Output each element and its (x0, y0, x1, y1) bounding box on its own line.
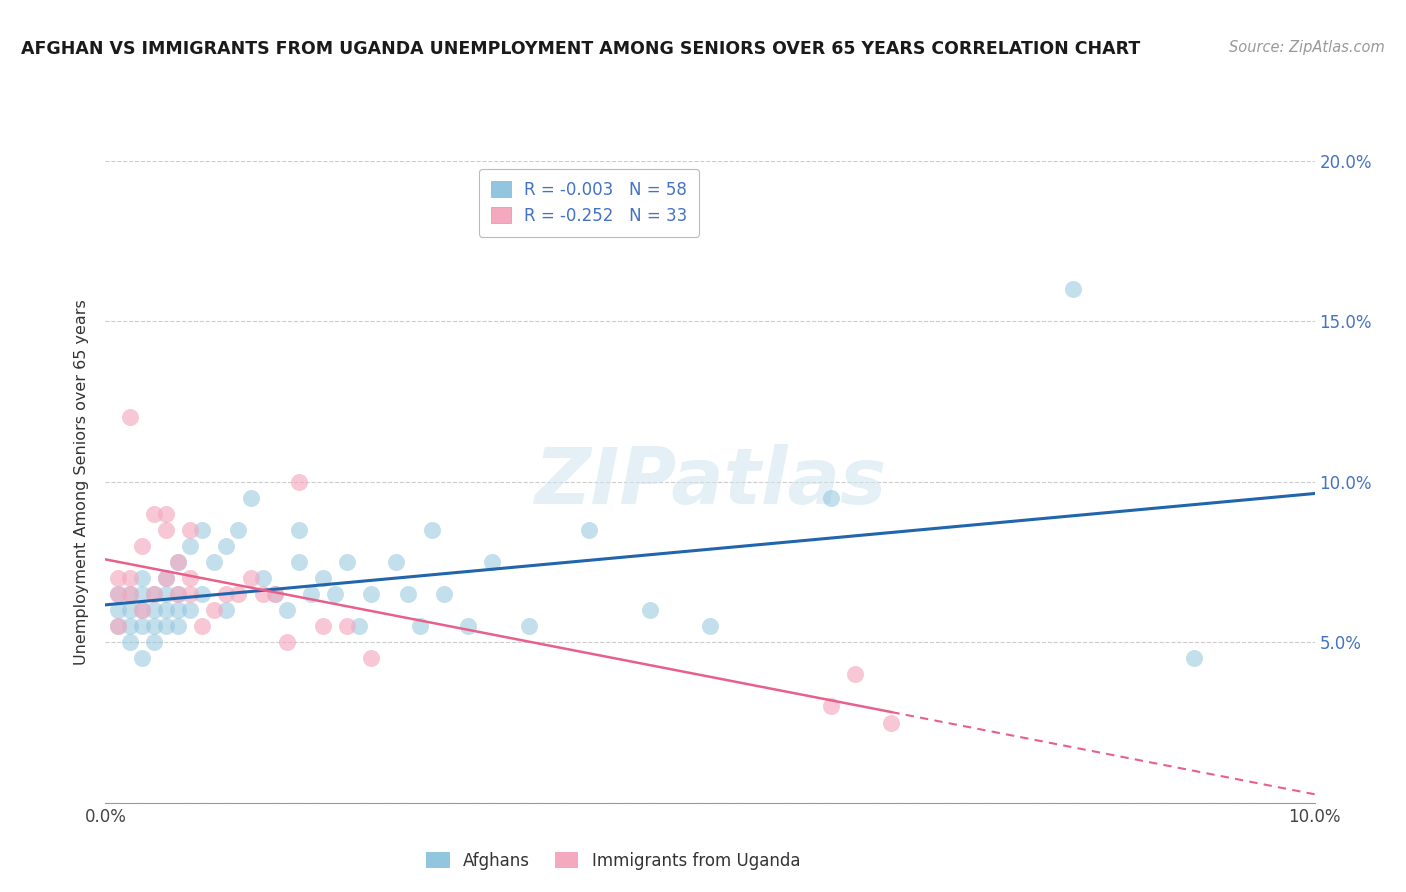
Point (820, 699, 842, 714)
Point (107, 603, 129, 617)
Point (578, 523, 600, 537)
Point (312, 571, 335, 585)
Point (215, 603, 238, 617)
Point (263, 587, 285, 601)
Point (1062, 282, 1084, 296)
Point (202, 555, 225, 569)
Point (142, 507, 165, 521)
Point (167, 555, 190, 569)
Y-axis label: Unemployment Among Seniors over 65 years: Unemployment Among Seniors over 65 years (75, 299, 90, 665)
Point (191, 523, 214, 537)
Point (349, 619, 371, 633)
Point (699, 619, 721, 633)
Point (155, 587, 177, 601)
Point (155, 523, 177, 537)
Point (239, 571, 262, 585)
Point (481, 555, 503, 569)
Text: Source: ZipAtlas.com: Source: ZipAtlas.com (1229, 40, 1385, 55)
Point (179, 603, 201, 617)
Point (179, 539, 201, 553)
Point (215, 539, 238, 553)
Point (107, 571, 129, 585)
Point (155, 507, 177, 521)
Text: ZIPatlas: ZIPatlas (534, 443, 886, 520)
Point (820, 491, 842, 505)
Point (396, 587, 419, 601)
Point (323, 587, 346, 601)
Point (299, 587, 322, 601)
Point (1182, 651, 1205, 665)
Point (131, 651, 153, 665)
Point (517, 619, 540, 633)
Point (252, 571, 274, 585)
Point (107, 587, 129, 601)
Point (131, 603, 153, 617)
Point (118, 619, 141, 633)
Point (191, 619, 214, 633)
Point (276, 635, 298, 649)
Point (167, 587, 190, 601)
Point (409, 619, 432, 633)
Point (202, 603, 225, 617)
Point (239, 491, 262, 505)
Point (118, 571, 141, 585)
Point (118, 410, 141, 425)
Point (179, 523, 201, 537)
Point (142, 635, 165, 649)
Point (155, 571, 177, 585)
Point (142, 619, 165, 633)
Point (118, 587, 141, 601)
Point (155, 619, 177, 633)
Point (276, 603, 298, 617)
Text: AFGHAN VS IMMIGRANTS FROM UGANDA UNEMPLOYMENT AMONG SENIORS OVER 65 YEARS CORREL: AFGHAN VS IMMIGRANTS FROM UGANDA UNEMPLO… (21, 40, 1140, 58)
Point (384, 555, 406, 569)
Point (131, 539, 153, 553)
Point (312, 619, 335, 633)
Point (191, 587, 214, 601)
Point (131, 571, 153, 585)
Point (131, 587, 153, 601)
Point (360, 587, 382, 601)
Point (131, 619, 153, 633)
Point (263, 587, 285, 601)
Point (142, 587, 165, 601)
Point (131, 603, 153, 617)
Point (155, 571, 177, 585)
Point (167, 587, 190, 601)
Point (228, 587, 250, 601)
Point (252, 587, 274, 601)
Point (844, 667, 866, 681)
Point (142, 603, 165, 617)
Point (107, 619, 129, 633)
Point (107, 619, 129, 633)
Point (336, 619, 359, 633)
Point (118, 635, 141, 649)
Point (179, 587, 201, 601)
Point (167, 619, 190, 633)
Point (142, 587, 165, 601)
Point (457, 619, 479, 633)
Point (107, 587, 129, 601)
Point (336, 555, 359, 569)
Point (228, 523, 250, 537)
Legend: Afghans, Immigrants from Uganda: Afghans, Immigrants from Uganda (418, 843, 808, 878)
Point (433, 587, 456, 601)
Point (420, 523, 443, 537)
Point (288, 523, 311, 537)
Point (288, 555, 311, 569)
Point (155, 603, 177, 617)
Point (360, 651, 382, 665)
Point (215, 587, 238, 601)
Point (118, 603, 141, 617)
Point (288, 475, 311, 489)
Point (118, 587, 141, 601)
Point (880, 715, 903, 730)
Point (167, 555, 190, 569)
Point (638, 603, 661, 617)
Point (167, 603, 190, 617)
Point (179, 571, 201, 585)
